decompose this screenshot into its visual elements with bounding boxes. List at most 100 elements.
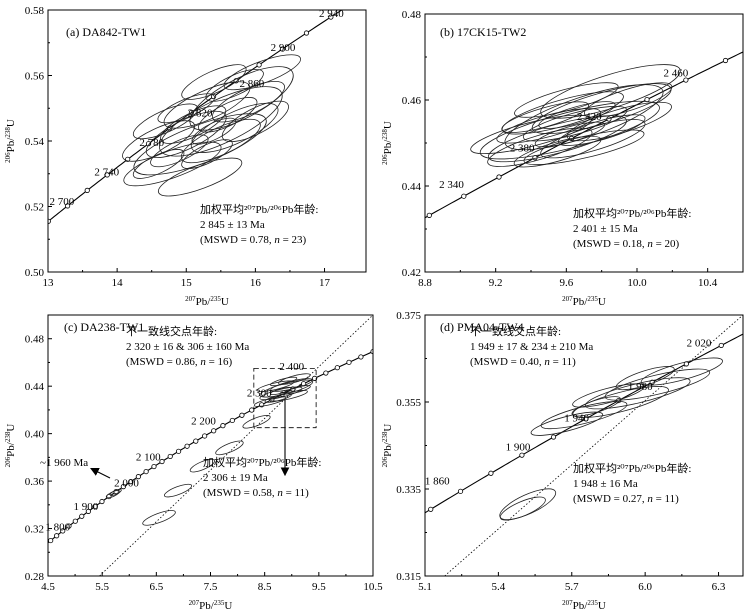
panel-title: (c) DA238-TW1 xyxy=(64,320,144,334)
analysis-ellipse xyxy=(584,82,673,118)
x-tick-label: 16 xyxy=(250,277,262,289)
plot-frame xyxy=(424,314,744,577)
y-tick-label: 0.28 xyxy=(25,571,45,583)
annotation2-line-1: 加权平均²⁰⁷Pb/²⁰⁶Pb年龄: xyxy=(203,455,321,469)
arrow-to-1960 xyxy=(90,468,111,479)
y-tick-label: 0.52 xyxy=(25,202,44,214)
age-marker xyxy=(143,468,149,475)
annotation-line-1: 不一致线交点年龄: xyxy=(470,324,561,338)
age-label: 2 020 xyxy=(687,337,712,349)
age-marker xyxy=(145,141,152,147)
panel-title: (d) PMA04-TW4 xyxy=(440,320,524,334)
age-marker xyxy=(328,14,334,20)
discordia-line xyxy=(99,315,373,576)
age-marker xyxy=(519,452,525,458)
analysis-ellipse xyxy=(109,488,122,496)
analysis-ellipse xyxy=(163,483,193,498)
age-marker xyxy=(358,354,364,360)
x-tick-label: 6.5 xyxy=(149,581,163,593)
concordia-curve xyxy=(425,333,743,514)
age-marker xyxy=(99,498,105,505)
annotation-line-1: 不一致线交点年龄: xyxy=(126,324,217,338)
analysis-ellipse xyxy=(142,510,176,526)
age-marker xyxy=(239,412,245,418)
age-marker xyxy=(393,232,397,236)
age-marker xyxy=(457,488,464,494)
analysis-ellipse xyxy=(157,157,243,197)
x-tick-label: 7.5 xyxy=(204,581,218,593)
age-marker xyxy=(66,523,72,529)
age-label: 2 340 xyxy=(439,179,464,191)
age-marker xyxy=(461,193,467,199)
age-label: 2 460 xyxy=(663,67,688,79)
age-marker xyxy=(43,543,47,547)
analysis-ellipse xyxy=(223,54,301,91)
age-marker xyxy=(354,0,358,3)
x-tick-label: 6.3 xyxy=(712,581,726,593)
x-axis-label: 207Pb/235U xyxy=(562,295,606,308)
age-marker xyxy=(312,375,318,381)
age-label: 2 400 xyxy=(279,361,304,373)
analysis-ellipse xyxy=(198,97,258,133)
analysis-ellipse xyxy=(189,458,215,473)
age-label: 2 300 xyxy=(247,387,272,399)
x-tick-label: 8.5 xyxy=(258,581,272,593)
analysis-ellipse xyxy=(253,396,287,407)
age-marker xyxy=(683,77,689,83)
y-axis-label: 206Pb/238U xyxy=(381,121,394,165)
analysis-ellipse xyxy=(534,121,605,148)
x-tick-label: 6.0 xyxy=(638,581,652,593)
y-tick-label: 0.50 xyxy=(25,267,45,279)
annotation-line-1: 加权平均²⁰⁷Pb/²⁰⁶Pb年龄: xyxy=(200,202,318,216)
age-marker xyxy=(64,203,71,209)
age-marker xyxy=(85,508,91,514)
y-tick-label: 0.46 xyxy=(402,95,422,107)
age-marker xyxy=(550,434,557,440)
age-marker xyxy=(27,234,31,238)
age-marker xyxy=(159,458,165,465)
analysis-ellipse xyxy=(270,389,308,402)
analysis-ellipse xyxy=(221,100,289,142)
age-label: 2 940 xyxy=(319,8,344,20)
y-tick-label: 0.42 xyxy=(402,267,421,279)
age-label: 1 940 xyxy=(564,413,589,425)
age-label: 2 100 xyxy=(136,451,161,463)
age-label: 1 980 xyxy=(628,381,653,393)
y-tick-label: 0.355 xyxy=(396,397,421,409)
y-tick-label: 0.44 xyxy=(25,381,45,393)
y-tick-label: 0.36 xyxy=(25,476,45,488)
plot-frame xyxy=(47,314,374,577)
y-tick-label: 0.48 xyxy=(25,334,45,346)
y-tick-label: 0.44 xyxy=(402,181,422,193)
age-label: 2 200 xyxy=(191,416,216,428)
panel-1: 13 14 15 16 17 0.50 0.52 0.54 0.56 0.58 207Pb/235U… xyxy=(4,0,367,308)
analysis-ellipse xyxy=(283,385,311,395)
age-marker xyxy=(488,470,494,476)
age-marker xyxy=(72,518,78,524)
analysis-ellipse xyxy=(256,380,295,392)
analysis-ellipse xyxy=(540,64,681,119)
age-marker xyxy=(249,407,255,413)
y-tick-label: 0.54 xyxy=(25,136,45,148)
analysis-ellipse xyxy=(132,103,199,140)
x-axis-label: 207Pb/235U xyxy=(185,295,229,308)
age-marker xyxy=(184,443,190,449)
y-tick-label: 0.40 xyxy=(25,429,45,441)
analysis-ellipse xyxy=(501,101,589,133)
age-marker xyxy=(193,438,199,444)
age-label: 2 740 xyxy=(94,166,119,178)
age-marker xyxy=(92,503,98,510)
age-marker xyxy=(428,506,434,512)
age-marker xyxy=(323,370,329,376)
y-tick-label: 0.315 xyxy=(396,571,421,583)
analysis-ellipse xyxy=(205,68,264,102)
discordia-line xyxy=(444,315,743,576)
x-tick-label: 9.5 xyxy=(312,581,326,593)
age-marker xyxy=(383,344,387,348)
plot-frame xyxy=(47,9,367,273)
x-tick-label: 10.0 xyxy=(627,277,647,289)
x-tick-label: 15 xyxy=(181,277,193,289)
age-label: 2 420 xyxy=(577,111,602,123)
analysis-ellipse xyxy=(585,377,691,410)
y-axis-label: 206Pb/238U xyxy=(381,424,394,468)
